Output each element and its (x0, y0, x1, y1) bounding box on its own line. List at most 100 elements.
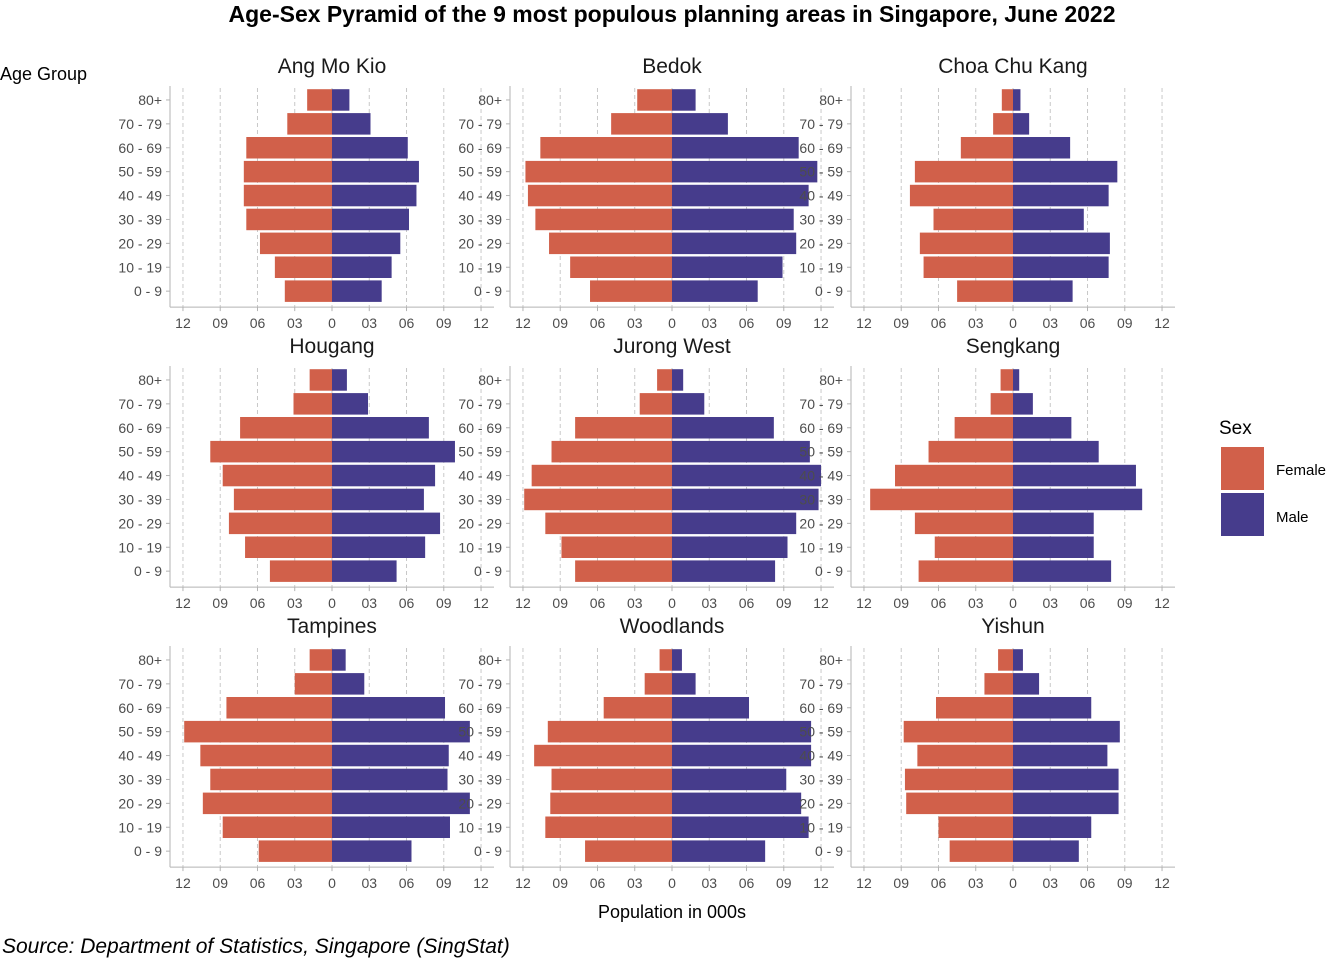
bar-male-60-69 (332, 697, 446, 719)
y-tick-label: 40 - 49 (118, 188, 162, 204)
y-tick-label: 70 - 79 (799, 396, 843, 412)
bar-male-30-39 (672, 768, 787, 791)
bar-male-70-79 (1013, 673, 1040, 695)
x-tick-label: 06 (399, 875, 415, 891)
bar-male-40-49 (332, 744, 449, 767)
bar-female-80 (657, 369, 672, 391)
y-tick-label: 80+ (819, 652, 843, 668)
x-tick-label: 09 (552, 315, 568, 331)
y-tick-label: 40 - 49 (118, 748, 162, 764)
bar-female-40-49 (917, 744, 1013, 767)
x-tick-label: 0 (1009, 595, 1017, 611)
bar-female-60-69 (240, 417, 332, 439)
y-tick-label: 50 - 59 (118, 164, 162, 180)
bar-male-80 (1013, 369, 1020, 391)
bar-male-10-19 (1013, 536, 1094, 558)
bar-female-70-79 (993, 113, 1013, 135)
bar-male-0-9 (672, 280, 758, 302)
y-tick-label: 20 - 29 (799, 795, 843, 811)
bar-female-0-9 (949, 840, 1013, 862)
bar-male-0-9 (672, 840, 766, 862)
y-tick-label: 20 - 29 (118, 795, 162, 811)
bar-female-30-39 (551, 768, 672, 791)
x-tick-label: 03 (1042, 875, 1058, 891)
y-tick-label: 10 - 19 (799, 819, 843, 835)
x-axis-title: Population in 000s (598, 902, 746, 922)
y-tick-label: 20 - 29 (118, 515, 162, 531)
y-tick-label: 10 - 19 (118, 539, 162, 555)
bar-male-70-79 (332, 673, 365, 695)
bar-female-30-39 (933, 208, 1013, 231)
x-tick-label: 12 (473, 595, 489, 611)
bar-male-80 (672, 649, 682, 671)
bar-male-0-9 (1013, 560, 1112, 582)
y-tick-label: 10 - 19 (118, 259, 162, 275)
bar-male-40-49 (1013, 184, 1109, 207)
bar-female-10-19 (545, 816, 672, 838)
y-tick-label: 70 - 79 (799, 116, 843, 132)
x-tick-label: 03 (1042, 595, 1058, 611)
y-tick-label: 60 - 69 (458, 700, 502, 716)
bar-male-60-69 (1013, 417, 1072, 439)
x-tick-label: 06 (739, 595, 755, 611)
bar-male-70-79 (332, 393, 369, 415)
y-tick-label: 10 - 19 (799, 259, 843, 275)
bar-male-60-69 (672, 137, 799, 159)
bar-male-40-49 (1013, 464, 1136, 487)
bar-female-60-69 (540, 137, 672, 159)
facet-hougang: Hougang 0 - 9 10 - 19 20 - 29 30 - 39 40 - 49… (118, 335, 494, 611)
bar-male-40-49 (1013, 744, 1108, 767)
x-tick-label: 09 (1117, 875, 1133, 891)
x-tick-label: 12 (856, 595, 872, 611)
bar-male-50-59 (1013, 160, 1118, 183)
x-tick-label: 09 (1117, 315, 1133, 331)
bar-female-50-59 (525, 160, 672, 183)
bar-female-20-29 (906, 792, 1013, 815)
bar-female-70-79 (611, 113, 672, 135)
y-tick-label: 0 - 9 (134, 283, 162, 299)
bar-male-50-59 (1013, 720, 1120, 743)
y-tick-label: 80+ (138, 92, 162, 108)
bar-male-70-79 (672, 393, 705, 415)
bar-female-80 (1001, 89, 1013, 111)
bar-female-10-19 (570, 256, 672, 278)
source-caption: Source: Department of Statistics, Singap… (2, 935, 510, 958)
bar-male-0-9 (332, 560, 397, 582)
facet-title: Woodlands (620, 615, 725, 638)
bar-male-60-69 (332, 417, 429, 439)
bar-female-40-49 (200, 744, 332, 767)
y-tick-label: 0 - 9 (474, 283, 502, 299)
bar-male-20-29 (672, 512, 797, 535)
y-tick-label: 30 - 39 (799, 211, 843, 227)
bar-female-0-9 (918, 560, 1013, 582)
y-tick-label: 70 - 79 (118, 396, 162, 412)
bar-female-20-29 (919, 232, 1013, 255)
bar-female-60-69 (246, 137, 332, 159)
bar-male-20-29 (1013, 792, 1119, 815)
y-tick-label: 80+ (138, 372, 162, 388)
x-tick-label: 09 (893, 315, 909, 331)
bar-female-50-59 (243, 160, 332, 183)
x-tick-label: 03 (627, 315, 643, 331)
bar-female-40-49 (222, 464, 332, 487)
x-tick-label: 09 (436, 875, 452, 891)
y-tick-label: 50 - 59 (458, 724, 502, 740)
x-tick-label: 06 (931, 875, 947, 891)
bar-female-0-9 (590, 280, 672, 302)
bar-female-0-9 (957, 280, 1013, 302)
x-tick-label: 09 (436, 315, 452, 331)
x-tick-label: 06 (931, 315, 947, 331)
bar-male-20-29 (1013, 232, 1110, 255)
y-tick-label: 0 - 9 (815, 843, 843, 859)
bar-female-10-19 (245, 536, 332, 558)
bar-female-50-59 (547, 720, 672, 743)
bar-female-60-69 (960, 137, 1013, 159)
facet-ang-mo-kio: Ang Mo Kio 0 - 9 10 - 19 20 - 29 30 - 39 40 -… (118, 55, 494, 331)
x-tick-label: 03 (968, 595, 984, 611)
bar-female-70-79 (990, 393, 1013, 415)
bar-male-70-79 (1013, 393, 1033, 415)
x-tick-label: 09 (893, 595, 909, 611)
bar-male-80 (1013, 649, 1023, 671)
bar-male-30-39 (332, 488, 424, 511)
